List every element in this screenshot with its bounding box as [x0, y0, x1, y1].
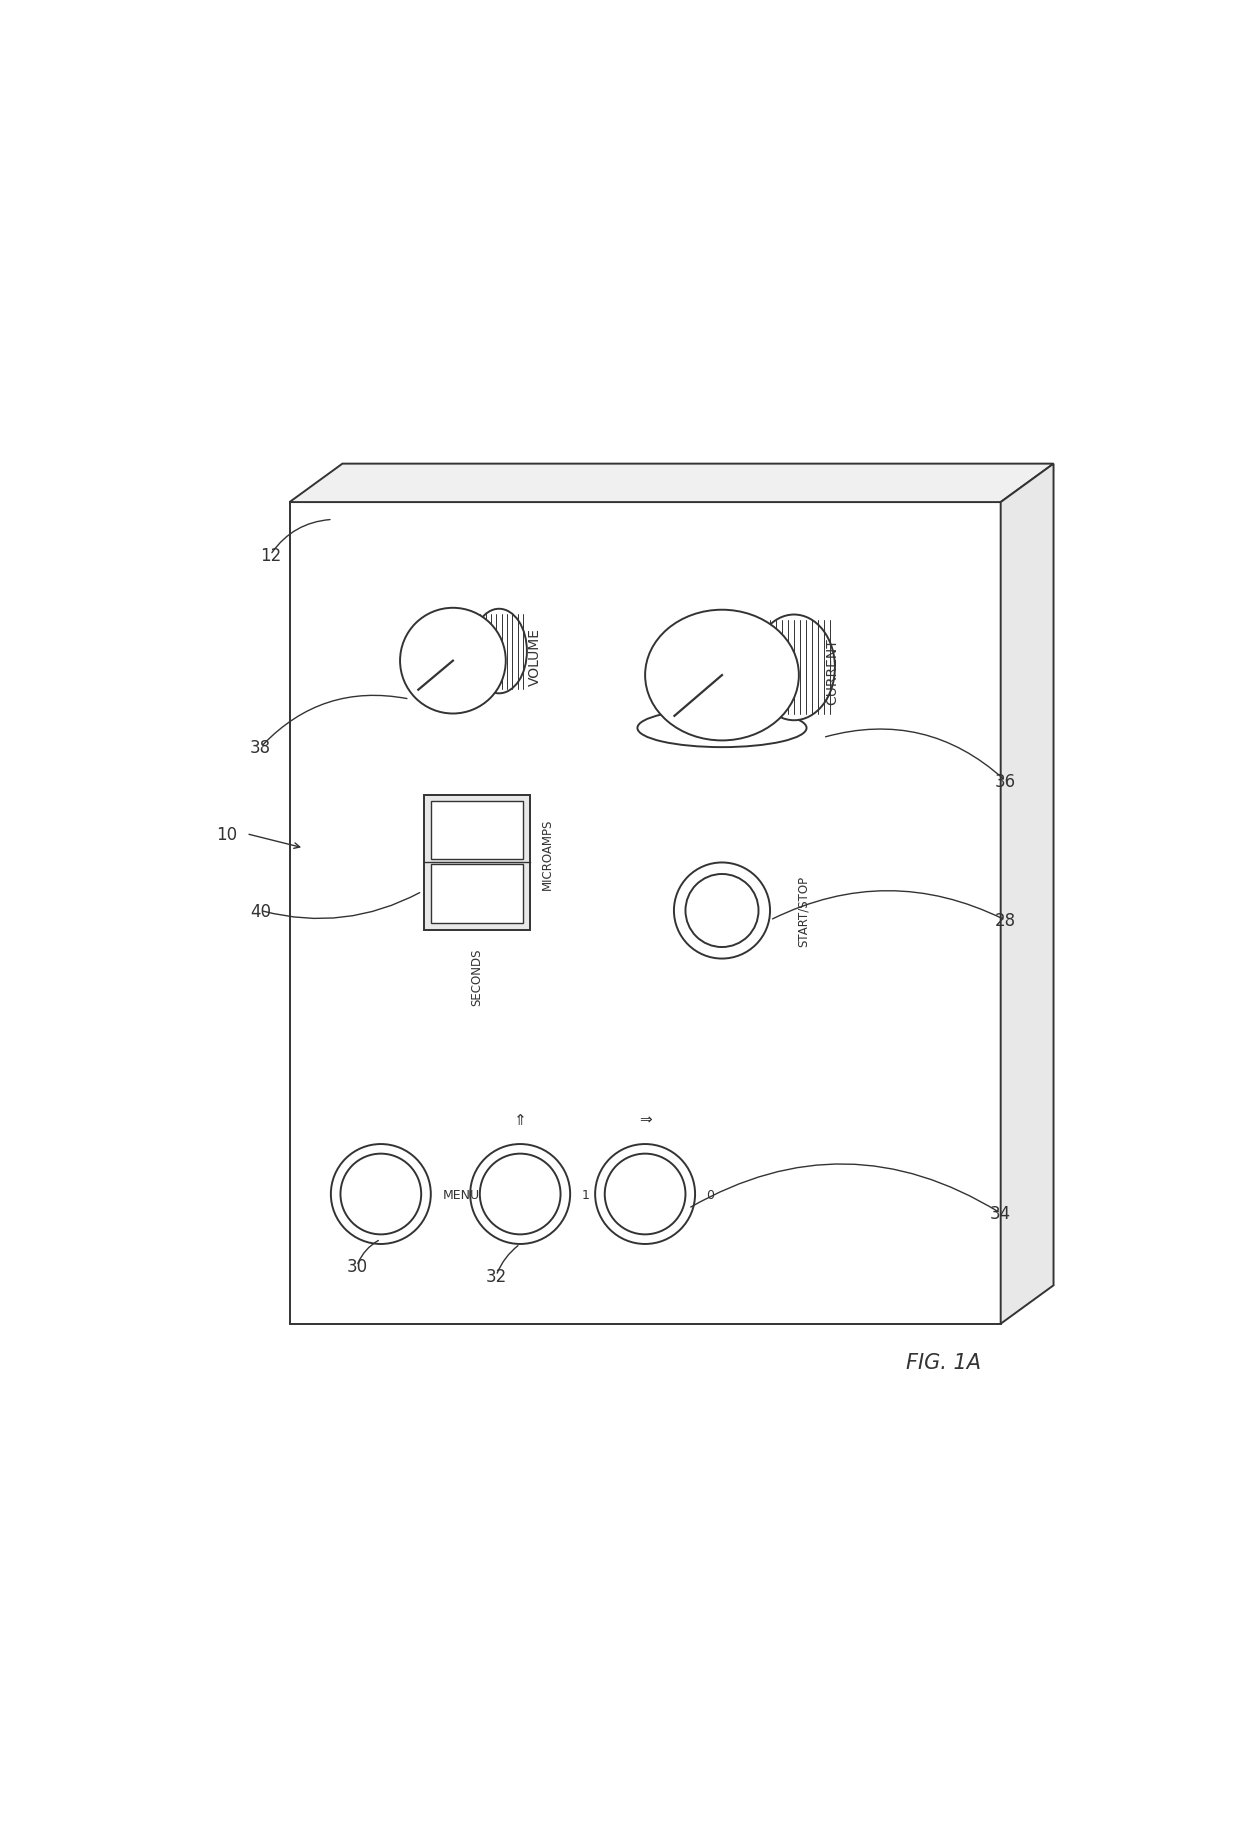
- Ellipse shape: [753, 614, 835, 720]
- Text: 40: 40: [250, 902, 272, 921]
- Polygon shape: [290, 503, 1001, 1323]
- Text: ⇒: ⇒: [639, 1112, 651, 1127]
- Text: FIG. 1A: FIG. 1A: [905, 1353, 981, 1373]
- Text: 36: 36: [994, 773, 1016, 791]
- Bar: [430, 800, 523, 860]
- Text: CURRENT: CURRENT: [826, 638, 839, 704]
- Bar: [424, 797, 529, 930]
- Polygon shape: [1001, 465, 1054, 1323]
- Text: MENU: MENU: [443, 1189, 480, 1201]
- Text: 1: 1: [582, 1189, 589, 1201]
- Ellipse shape: [471, 609, 527, 695]
- Text: MICROAMPS: MICROAMPS: [541, 819, 553, 890]
- Text: 30: 30: [346, 1258, 367, 1276]
- Text: 38: 38: [250, 738, 272, 757]
- Circle shape: [341, 1154, 422, 1234]
- Text: 34: 34: [990, 1205, 1012, 1223]
- Polygon shape: [290, 465, 1054, 503]
- Bar: [430, 864, 523, 924]
- Circle shape: [470, 1145, 570, 1245]
- Text: SECONDS: SECONDS: [470, 948, 484, 1004]
- Circle shape: [605, 1154, 686, 1234]
- Text: 28: 28: [994, 912, 1016, 930]
- Circle shape: [595, 1145, 696, 1245]
- Text: 0: 0: [707, 1189, 714, 1201]
- Text: 12: 12: [259, 547, 281, 565]
- Circle shape: [480, 1154, 560, 1234]
- Text: 32: 32: [486, 1267, 507, 1285]
- Circle shape: [686, 875, 759, 948]
- Text: ⇑: ⇑: [513, 1112, 527, 1127]
- Text: 10: 10: [217, 826, 238, 844]
- Ellipse shape: [645, 611, 799, 740]
- Text: VOLUME: VOLUME: [527, 627, 542, 685]
- Circle shape: [331, 1145, 430, 1245]
- Ellipse shape: [637, 709, 806, 747]
- Circle shape: [401, 609, 506, 715]
- Text: START/STOP: START/STOP: [797, 875, 810, 946]
- Circle shape: [675, 862, 770, 959]
